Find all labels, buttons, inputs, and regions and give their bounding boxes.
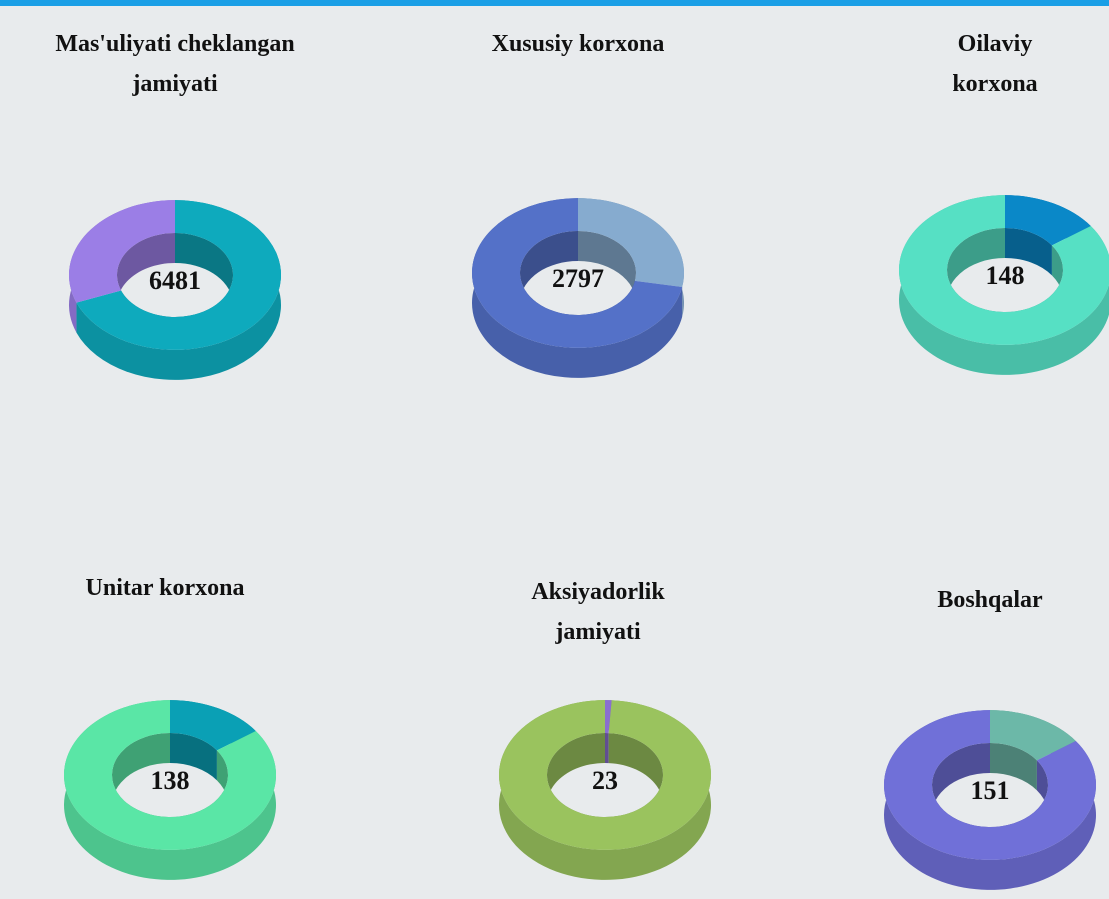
segment	[170, 700, 256, 751]
segment-inner-wall	[117, 233, 175, 321]
segment	[884, 710, 1097, 860]
chart-title: Boshqalar	[937, 587, 1043, 613]
segment	[990, 710, 1076, 761]
chart-title: Xususiy korxona	[491, 31, 665, 57]
segment-inner-wall	[990, 743, 1037, 791]
segment	[899, 195, 1109, 345]
center-total: 2797	[552, 264, 604, 293]
center-total: 6481	[149, 266, 201, 295]
center-total: 151	[971, 776, 1010, 805]
segment	[64, 700, 277, 850]
segment	[76, 200, 281, 350]
segment	[1005, 195, 1091, 246]
top-bar	[0, 0, 1109, 6]
center-total: 23	[592, 766, 618, 795]
segment-inner-wall	[578, 231, 637, 311]
segment-inner-wall	[605, 733, 609, 764]
segment	[605, 700, 612, 734]
chart-title: Oilaviy korxona	[952, 31, 1038, 97]
segment	[578, 198, 684, 288]
segment-inner-wall	[170, 733, 217, 781]
center-total: 148	[986, 261, 1025, 290]
chart-title: Aksiyadorlik jamiyati	[531, 579, 665, 645]
segment-inner-wall	[1005, 228, 1052, 276]
center-total: 138	[151, 766, 190, 795]
chart-title: Mas'uliyati cheklangan jamiyati	[55, 31, 295, 97]
segment	[499, 700, 712, 850]
chart-title: Unitar korxona	[85, 575, 245, 601]
segment	[69, 200, 175, 303]
segment	[471, 198, 683, 348]
